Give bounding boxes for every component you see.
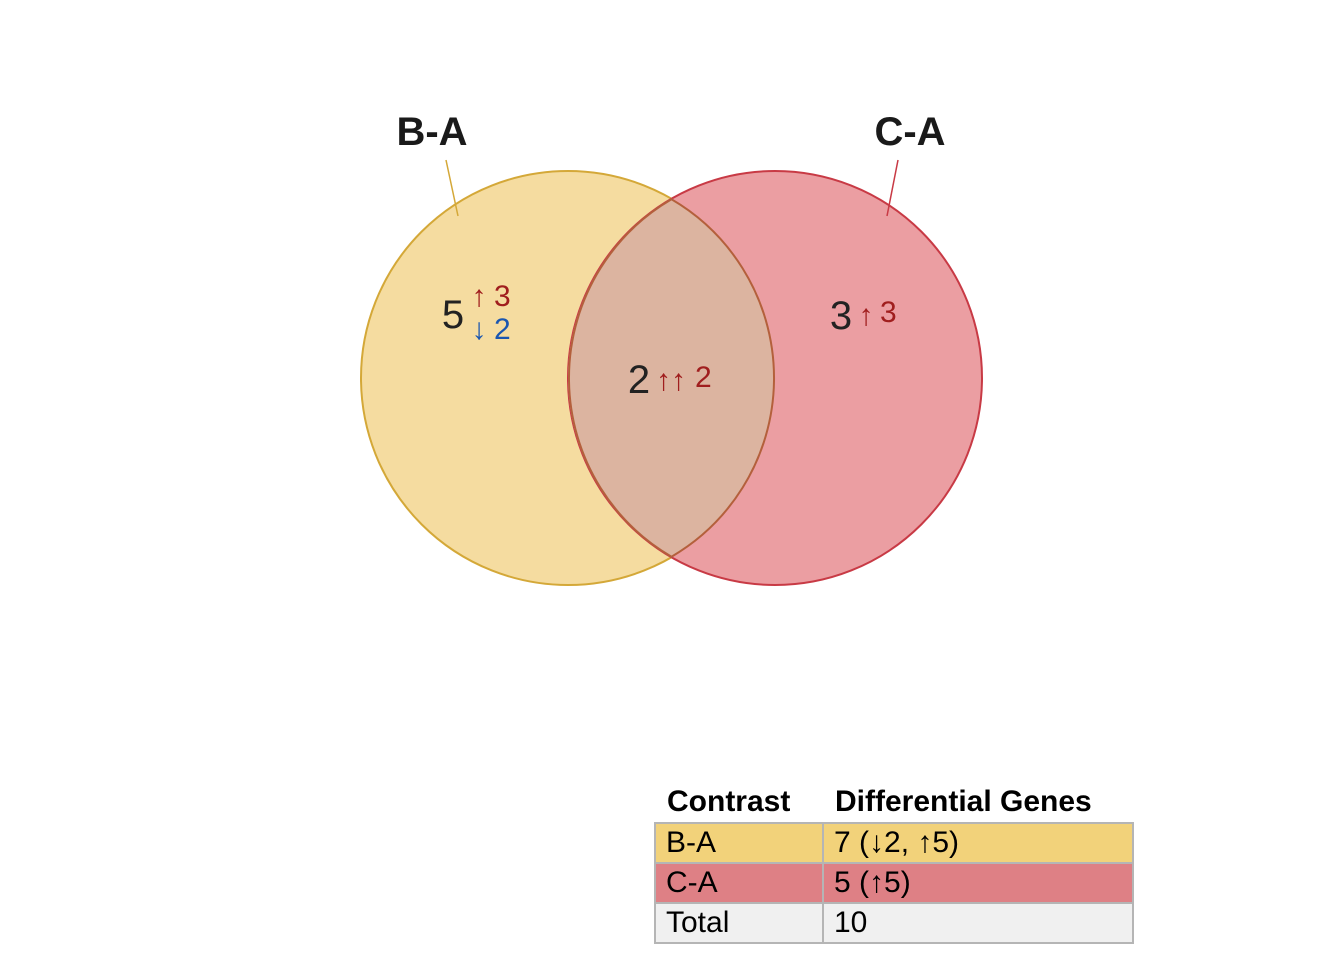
b-a-up-arrow: ↑ — [472, 280, 487, 313]
b-a-only-count: 5 — [442, 293, 464, 337]
c-a-only-count: 3 — [830, 294, 852, 338]
c-a-leader-line — [886, 159, 899, 217]
table-row-total: Total 10 — [654, 902, 1134, 944]
b-a-down-arrow: ↓ — [472, 313, 487, 346]
b-a-down-count: 2 — [494, 313, 511, 346]
header-differential-genes: Differential Genes — [835, 785, 1092, 818]
summary-header-row: Contrast Differential Genes — [655, 780, 1133, 823]
intersection-outline — [567, 198, 776, 558]
c-a-up-arrow: ↑ — [859, 299, 874, 332]
genes-cell: 10 — [822, 902, 1134, 944]
set-title-c-a: C-A — [874, 110, 945, 154]
set-title-b-a: B-A — [396, 110, 467, 154]
summary-table: Contrast Differential Genes B-A 7 (↓2, ↑… — [654, 780, 1134, 944]
contrast-cell: Total — [654, 902, 824, 944]
b-a-leader-line — [445, 159, 459, 217]
genes-cell: 5 (↑5) — [822, 862, 1134, 904]
b-a-up-count: 3 — [494, 280, 511, 313]
header-contrast: Contrast — [667, 785, 791, 818]
c-a-up-count: 3 — [880, 296, 897, 329]
intersection-up-count: 2 — [695, 361, 712, 394]
table-row-b-a: B-A 7 (↓2, ↑5) — [654, 822, 1134, 864]
contrast-cell: C-A — [654, 862, 824, 904]
intersection-arrows: ↑↑ — [656, 364, 686, 397]
intersection-region — [568, 171, 775, 585]
contrast-cell: B-A — [654, 822, 824, 864]
table-row-c-a: C-A 5 (↑5) — [654, 862, 1134, 904]
genes-cell: 7 (↓2, ↑5) — [822, 822, 1134, 864]
intersection-count: 2 — [628, 358, 650, 402]
